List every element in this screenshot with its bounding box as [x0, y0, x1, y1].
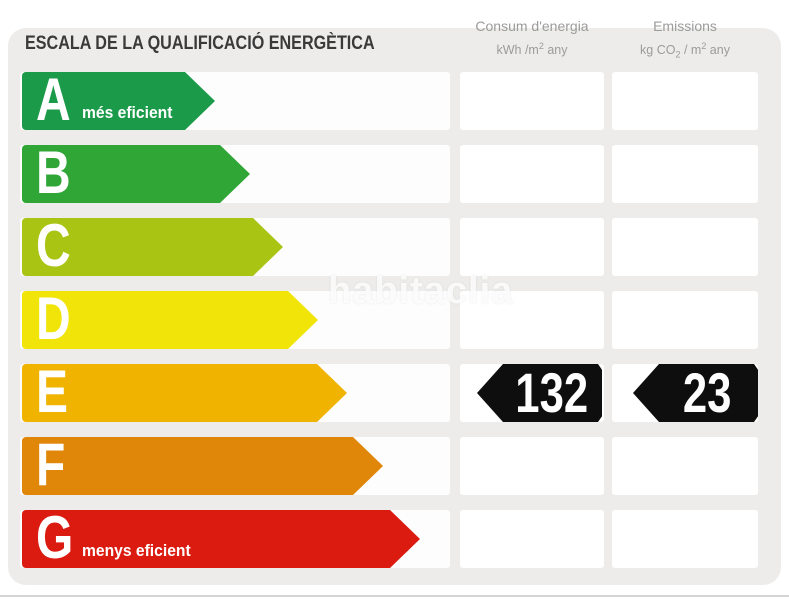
rating-letter: A — [36, 66, 71, 133]
rating-row-a: A més eficient — [0, 72, 789, 130]
rating-letter: F — [36, 431, 66, 498]
page-divider-line — [0, 595, 789, 597]
rating-row-f: F — [0, 437, 789, 495]
rating-row-e: E 132 23 — [0, 364, 789, 422]
scale-title: ESCALA DE LA QUALIFICACIÓ ENERGÈTICA — [25, 33, 375, 54]
emissions-cell — [612, 72, 758, 130]
emissions-header-label: Emissions — [653, 18, 717, 34]
emissions-cell — [612, 291, 758, 349]
consumption-cell — [460, 510, 604, 568]
consumption-value-badge: 132 — [477, 364, 602, 422]
emissions-cell — [612, 218, 758, 276]
rating-arrow-g: G menys eficient — [22, 510, 420, 568]
most-efficient-label: més eficient — [82, 103, 173, 122]
rating-letter: E — [36, 358, 69, 425]
consumption-cell — [460, 145, 604, 203]
rating-arrow-e: E — [22, 364, 347, 422]
rating-row-g: G menys eficient — [0, 510, 789, 568]
rating-arrow-d: D — [22, 291, 318, 349]
rating-arrow-b: B — [22, 145, 250, 203]
rating-letter: D — [36, 285, 71, 352]
least-efficient-label: menys eficient — [82, 541, 191, 560]
rating-arrow-a: A més eficient — [22, 72, 215, 130]
rating-arrow-c: C — [22, 218, 283, 276]
emissions-cell — [612, 437, 758, 495]
rating-row-b: B — [0, 145, 789, 203]
consumption-cell — [460, 72, 604, 130]
rating-row-d: D — [0, 291, 789, 349]
emissions-column-header: Emissions kg CO2 / m2 any — [612, 16, 758, 65]
consumption-column-header: Consum d'energia kWh /m2 any — [460, 16, 604, 60]
rating-letter: B — [36, 139, 71, 206]
emissions-value-badge: 23 — [633, 364, 758, 422]
rating-arrow-f: F — [22, 437, 383, 495]
consumption-cell — [460, 437, 604, 495]
rating-letter: G — [36, 504, 74, 571]
consumption-header-label: Consum d'energia — [475, 18, 589, 34]
emissions-cell — [612, 510, 758, 568]
rating-row-c: C — [0, 218, 789, 276]
rating-letter: C — [36, 212, 71, 279]
consumption-cell — [460, 218, 604, 276]
consumption-header-unit: kWh /m2 any — [496, 41, 568, 58]
consumption-value: 132 — [515, 361, 588, 424]
emissions-value: 23 — [683, 361, 732, 424]
emissions-cell — [612, 145, 758, 203]
consumption-cell — [460, 291, 604, 349]
emissions-header-unit: kg CO2 / m2 any — [640, 41, 730, 60]
